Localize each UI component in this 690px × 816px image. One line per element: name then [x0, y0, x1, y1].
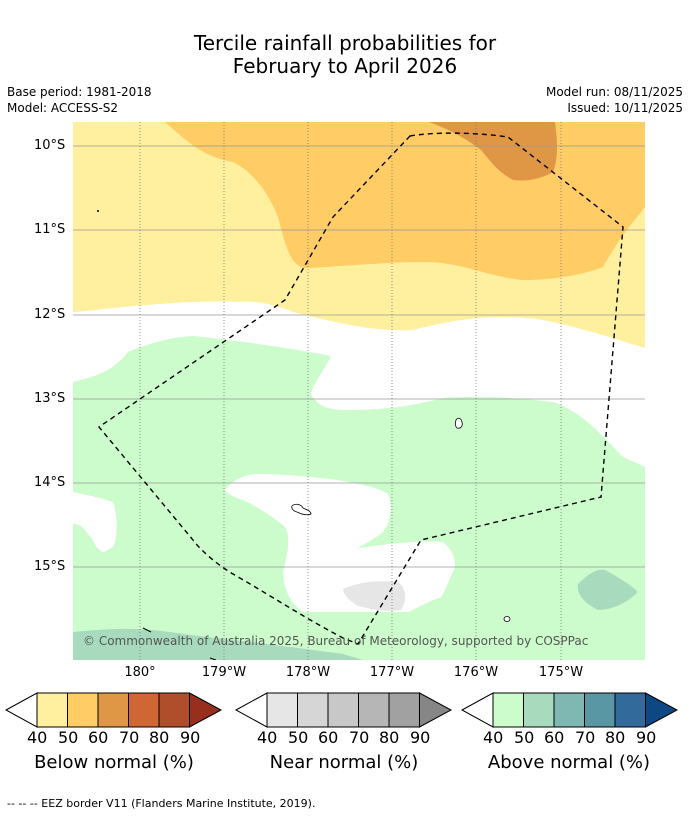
- no-dominant-tercile-patch-central: [225, 474, 455, 612]
- colorbar-swatch-50-60: [297, 692, 329, 728]
- colorbar-swatch-60-70: [327, 692, 359, 728]
- colorbar-swatch-80-90: [158, 692, 190, 728]
- above-normal-50-60-region: [73, 628, 363, 660]
- colorbar-max-arrow: [645, 692, 679, 728]
- base-period: Base period: 1981-2018: [7, 85, 152, 99]
- colorbar-swatch-50-60: [523, 692, 555, 728]
- island-dot: [97, 210, 99, 212]
- island-outline: [454, 417, 463, 429]
- tick-label: 80: [605, 728, 626, 747]
- colorbar-swatch-40-50: [492, 692, 524, 728]
- above-normal-legend-title: Above normal (%): [487, 752, 651, 773]
- meta-left: Base period: 1981-2018 Model: ACCESS-S2: [7, 84, 152, 116]
- credit-text: © Commonwealth of Australia 2025, Bureau…: [83, 634, 588, 648]
- above-normal-colorbar: [461, 692, 679, 728]
- model-run: Model run: 08/11/2025: [545, 85, 683, 99]
- colorbar-max-arrow: [189, 692, 223, 728]
- tick-label: 40: [27, 728, 48, 747]
- near-normal-40-50-patch: [343, 581, 406, 611]
- lon-label: 176°W: [453, 665, 499, 680]
- colorbar-swatch-70-80: [128, 692, 160, 728]
- colorbar-swatch-70-80: [358, 692, 390, 728]
- lat-label: 14°S: [34, 475, 66, 490]
- colorbar-min-arrow: [5, 692, 38, 728]
- tick-label: 70: [119, 728, 140, 747]
- above-normal-50-60-patch: [577, 569, 638, 610]
- meta-right: Model run: 08/11/2025 Issued: 10/11/2025: [546, 84, 683, 116]
- map-panel: © Commonwealth of Australia 2025, Bureau…: [73, 122, 645, 660]
- tick-label: 90: [410, 728, 431, 747]
- tick-label: 60: [318, 728, 339, 747]
- issued-date: Issued: 10/11/2025: [567, 101, 683, 115]
- coast-fragment: [142, 627, 152, 633]
- lon-label: 177°W: [369, 665, 415, 680]
- colorbar-min-arrow: [235, 692, 268, 728]
- colorbar-swatch-80-90: [614, 692, 646, 728]
- lat-label: 13°S: [34, 391, 66, 406]
- colorbar-swatch-70-80: [584, 692, 616, 728]
- lon-label: 178°W: [285, 665, 331, 680]
- lat-label: 12°S: [34, 307, 66, 322]
- below-normal-60-70-region: [429, 122, 557, 181]
- tick-label: 90: [636, 728, 657, 747]
- lat-label: 15°S: [34, 559, 66, 574]
- lon-label: 180°: [124, 665, 156, 680]
- tick-label: 80: [149, 728, 170, 747]
- near-normal-colorbar: [235, 692, 453, 728]
- lon-label: 175°W: [538, 665, 584, 680]
- island-outline: [503, 616, 511, 622]
- lat-label: 11°S: [34, 222, 66, 237]
- tick-label: 40: [257, 728, 278, 747]
- coast-fragment: [209, 657, 217, 660]
- colorbar-swatch-50-60: [67, 692, 99, 728]
- tick-label: 70: [575, 728, 596, 747]
- tick-label: 60: [88, 728, 109, 747]
- tick-label: 50: [58, 728, 79, 747]
- colorbar-swatch-40-50: [36, 692, 68, 728]
- no-dominant-tercile-patch-west: [73, 492, 117, 552]
- near-normal-legend-title: Near normal (%): [269, 752, 419, 773]
- eez-footnote: -- -- -- EEZ border V11 (Flanders Marine…: [7, 797, 316, 810]
- tick-label: 80: [379, 728, 400, 747]
- colorbar-swatch-40-50: [266, 692, 298, 728]
- below-normal-legend-title: Below normal (%): [34, 752, 194, 773]
- tick-label: 60: [544, 728, 565, 747]
- tick-label: 90: [180, 728, 201, 747]
- model-name: Model: ACCESS-S2: [7, 101, 119, 115]
- below-normal-colorbar: [5, 692, 223, 728]
- tick-label: 70: [349, 728, 370, 747]
- lon-label: 179°W: [201, 665, 247, 680]
- tick-label: 50: [288, 728, 309, 747]
- colorbar-max-arrow: [419, 692, 453, 728]
- eez-border: [97, 132, 624, 645]
- colorbar-swatch-80-90: [388, 692, 420, 728]
- title-line-1: Tercile rainfall probabilities for: [193, 31, 497, 55]
- latitude-gridlines: [73, 145, 645, 568]
- tick-label: 50: [514, 728, 535, 747]
- map-title: Tercile rainfall probabilities for Febru…: [0, 32, 690, 78]
- colorbar-swatch-60-70: [553, 692, 585, 728]
- island-outline: [291, 503, 312, 516]
- tick-label: 40: [483, 728, 504, 747]
- colorbar-min-arrow: [461, 692, 494, 728]
- lat-label: 10°S: [34, 138, 66, 153]
- colorbar-swatch-60-70: [97, 692, 129, 728]
- title-line-2: February to April 2026: [232, 54, 458, 78]
